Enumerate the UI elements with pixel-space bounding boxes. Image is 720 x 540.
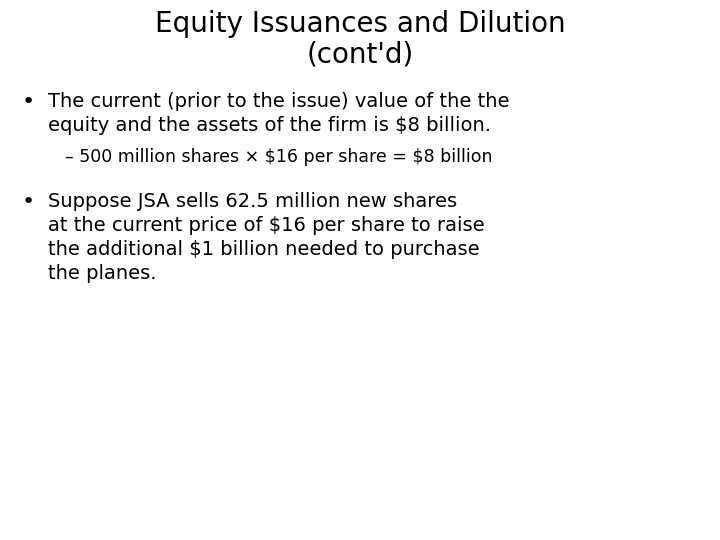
Text: •: • — [22, 92, 35, 112]
Text: •: • — [22, 192, 35, 212]
Text: the additional \$1 billion needed to purchase: the additional \$1 billion needed to pur… — [48, 240, 480, 259]
Text: – 500 million shares × \$16 per share = \$8 billion: – 500 million shares × \$16 per share = … — [65, 148, 492, 166]
Text: The current (prior to the issue) value of the the: The current (prior to the issue) value o… — [48, 92, 510, 111]
Text: (cont'd): (cont'd) — [307, 40, 413, 68]
Text: the planes.: the planes. — [48, 264, 156, 283]
Text: Equity Issuances and Dilution: Equity Issuances and Dilution — [155, 10, 565, 38]
Text: at the current price of \$16 per share to raise: at the current price of \$16 per share t… — [48, 216, 485, 235]
Text: Suppose JSA sells 62.5 million new shares: Suppose JSA sells 62.5 million new share… — [48, 192, 457, 211]
Text: equity and the assets of the firm is \$8 billion.: equity and the assets of the firm is \$8… — [48, 116, 491, 135]
